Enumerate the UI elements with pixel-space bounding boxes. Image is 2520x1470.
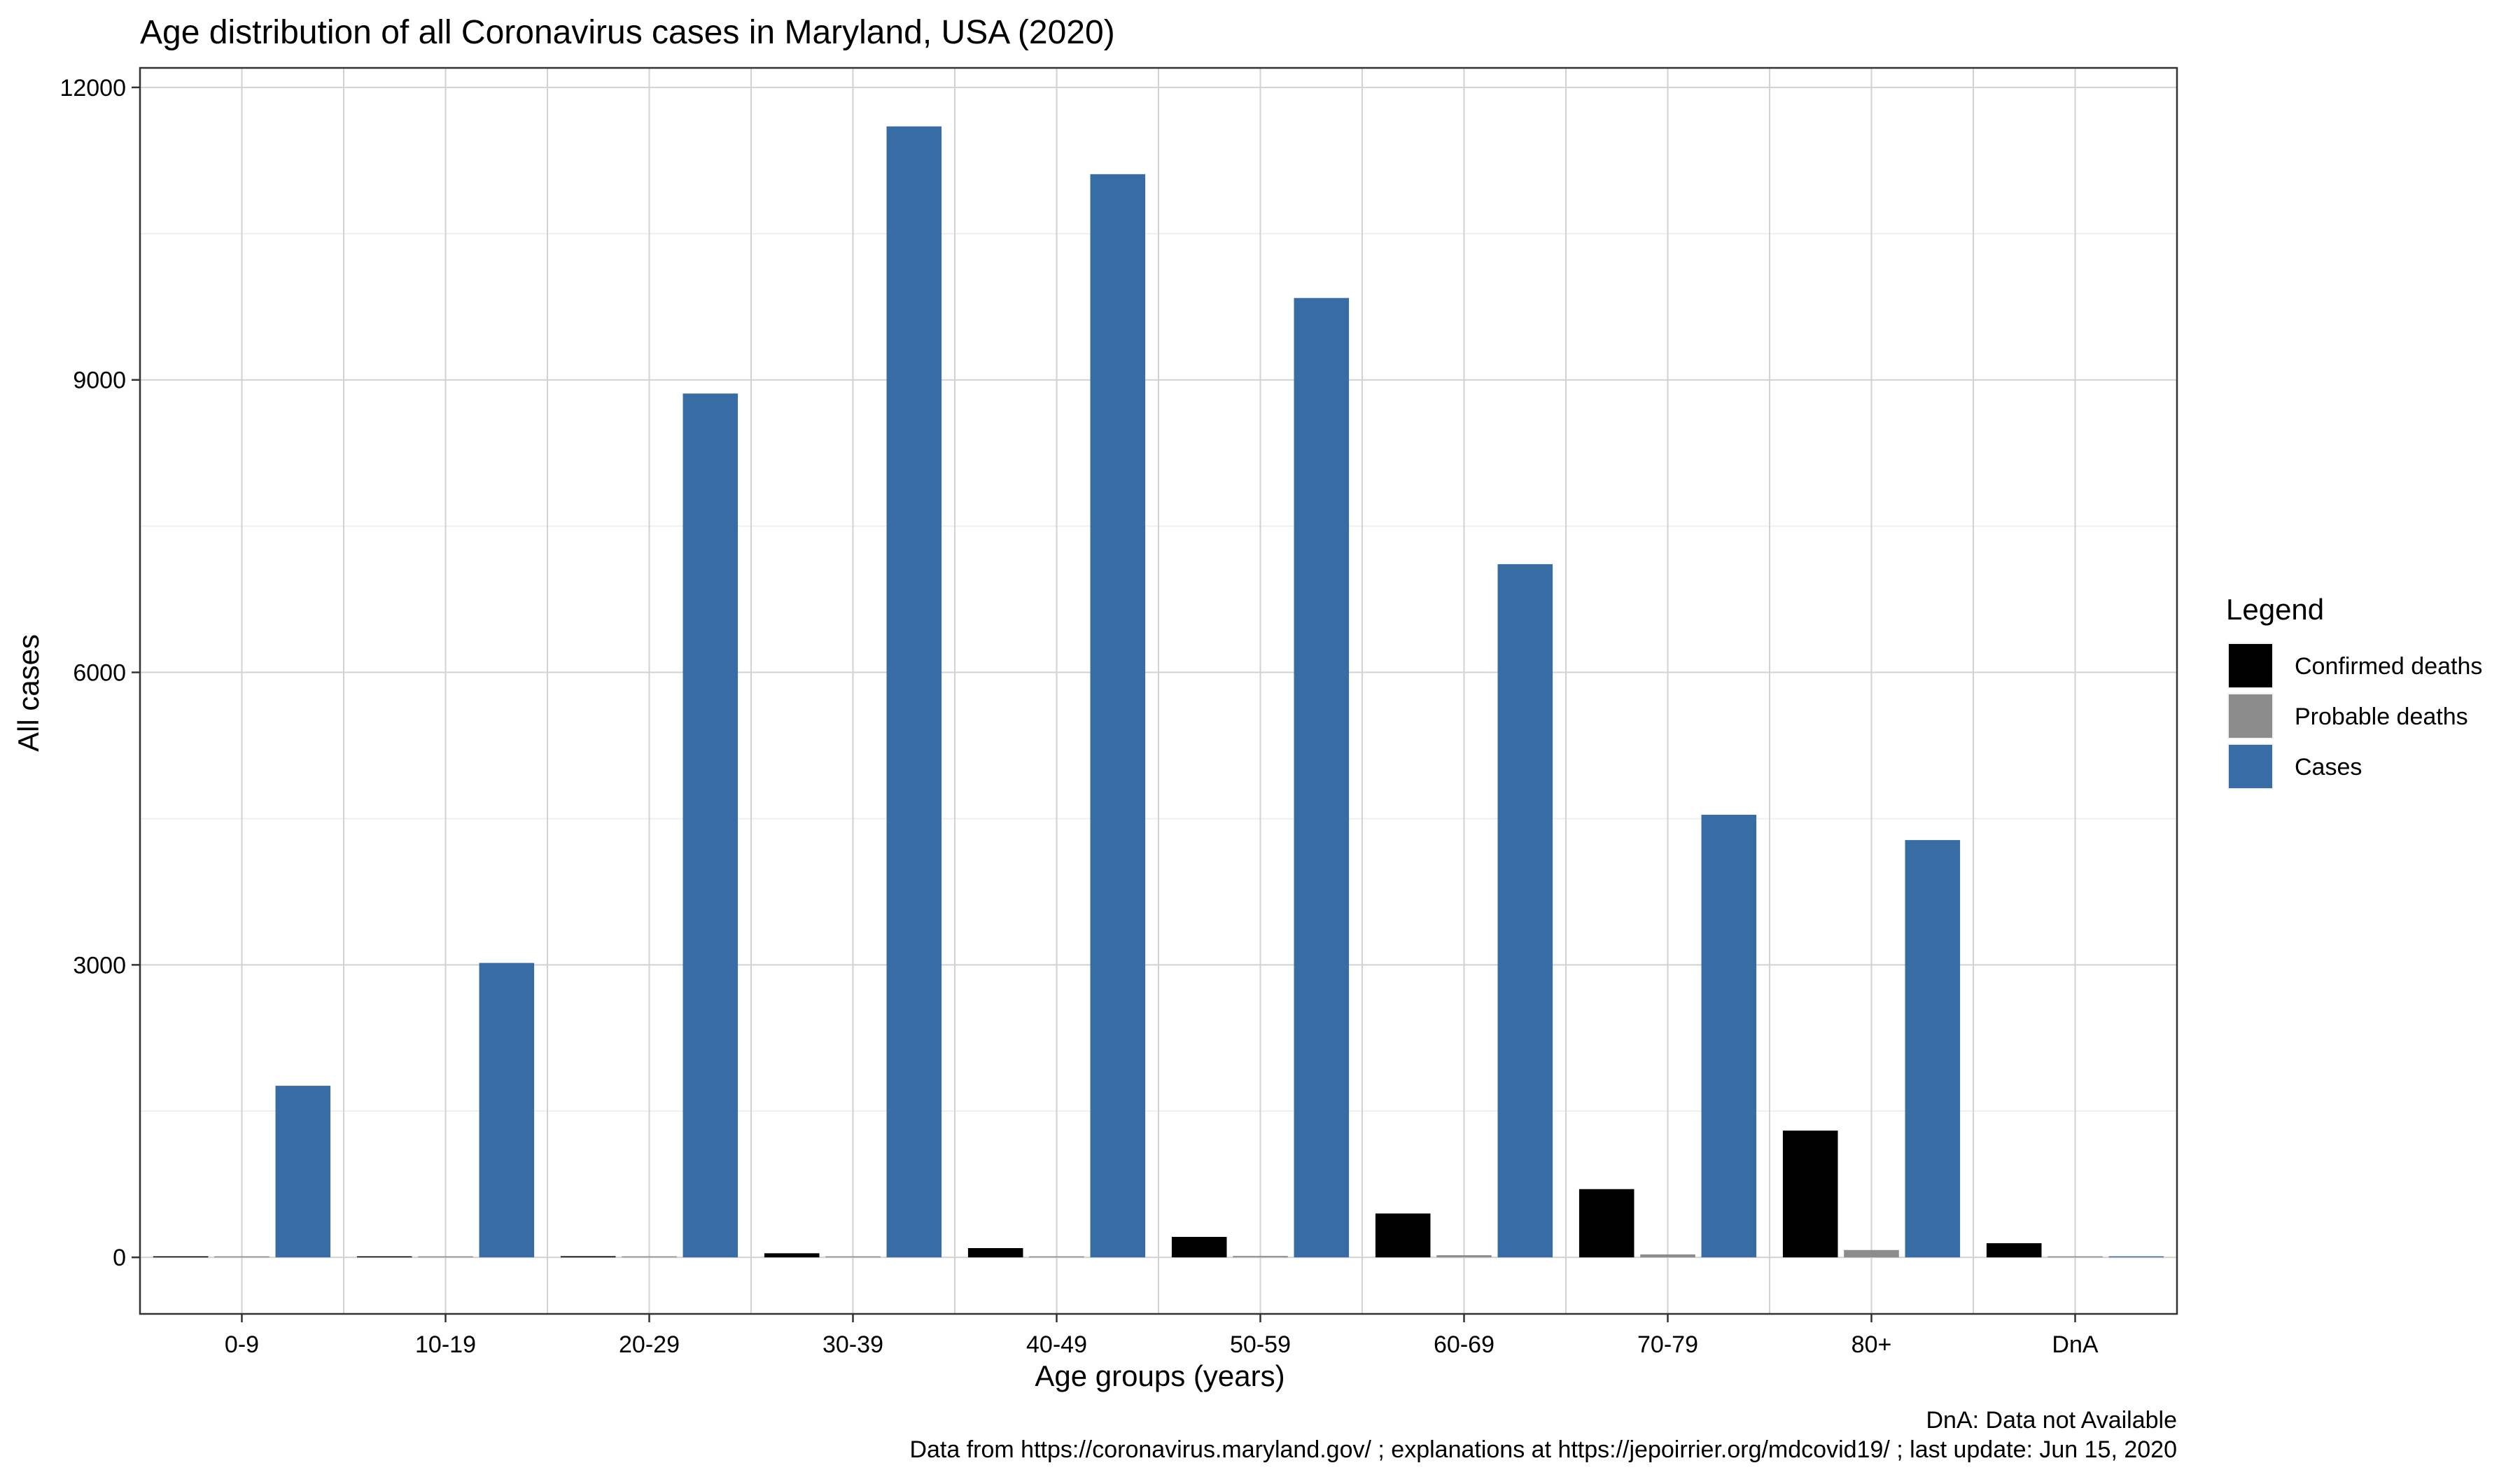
plot-border xyxy=(139,66,2178,1315)
chart-title: Age distribution of all Coronavirus case… xyxy=(140,14,1115,51)
legend: Legend Confirmed deaths Probable deaths Ca… xyxy=(2226,593,2482,790)
bar-cases-1019 xyxy=(479,962,535,1258)
bar-confirmed-deaths-6069 xyxy=(1375,1213,1431,1258)
bar-cases-4049 xyxy=(1090,174,1146,1258)
bar-cases-2029 xyxy=(682,393,738,1258)
y-tick-label: 3000 xyxy=(73,952,126,979)
bar-confirmed-deaths-dna xyxy=(1986,1243,2042,1258)
bar-cases-5059 xyxy=(1294,298,1350,1258)
caption: Data from https://coronavirus.maryland.g… xyxy=(909,1436,2177,1463)
y-axis: 0 3000 6000 9000 12000 xyxy=(59,75,140,1271)
bar-confirmed-deaths-4049 xyxy=(967,1247,1023,1258)
bar-probable-deaths-3039 xyxy=(825,1256,881,1258)
bar-confirmed-deaths-1019 xyxy=(356,1256,412,1258)
bar-probable-deaths-2029 xyxy=(622,1256,677,1258)
y-axis-label: All cases xyxy=(12,634,45,752)
bar-cases-3039 xyxy=(886,126,942,1258)
x-tick-label: 40-49 xyxy=(1026,1331,1087,1358)
legend-swatch xyxy=(2229,644,2272,687)
bar-probable-deaths-80 xyxy=(1844,1250,1899,1258)
y-tick-label: 0 xyxy=(113,1245,126,1271)
y-tick-label: 12000 xyxy=(59,75,126,102)
bar-probable-deaths-1019 xyxy=(418,1256,473,1258)
x-tick-label: 50-59 xyxy=(1230,1331,1291,1358)
x-tick-label: 70-79 xyxy=(1637,1331,1698,1358)
y-tick-label: 6000 xyxy=(73,660,126,687)
bar-probable-deaths-6069 xyxy=(1436,1255,1492,1258)
bar-cases-7079 xyxy=(1701,814,1757,1258)
legend-swatch xyxy=(2229,745,2272,788)
x-tick-label: DnA xyxy=(2052,1331,2098,1358)
legend-label: Confirmed deaths xyxy=(2295,653,2482,680)
bar-confirmed-deaths-2029 xyxy=(560,1256,616,1258)
bar-probable-deaths-5059 xyxy=(1233,1256,1288,1258)
bar-confirmed-deaths-09 xyxy=(153,1256,209,1258)
x-tick-label: 10-19 xyxy=(415,1331,476,1358)
x-tick-label: 80+ xyxy=(1851,1331,1892,1358)
gridlines xyxy=(140,68,2177,1314)
x-axis-label: Age groups (years) xyxy=(1035,1359,1284,1392)
legend-title: Legend xyxy=(2226,593,2324,626)
legend-label: Cases xyxy=(2295,754,2362,780)
x-tick-label: 30-39 xyxy=(822,1331,883,1358)
bar-cases-09 xyxy=(275,1086,331,1258)
bar-cases-6069 xyxy=(1497,564,1553,1258)
bar-cases-dna xyxy=(2108,1256,2164,1258)
x-tick-label: 0-9 xyxy=(225,1331,259,1358)
x-tick-label: 20-29 xyxy=(619,1331,680,1358)
legend-label: Probable deaths xyxy=(2295,704,2468,730)
bar-probable-deaths-dna xyxy=(2047,1256,2103,1258)
bar-confirmed-deaths-3039 xyxy=(764,1253,820,1258)
legend-items: Confirmed deaths Probable deaths Cases xyxy=(2227,643,2482,790)
bar-cases-80 xyxy=(1905,840,1961,1258)
legend-swatch xyxy=(2229,694,2272,738)
bar-confirmed-deaths-80 xyxy=(1782,1130,1838,1258)
bar-confirmed-deaths-5059 xyxy=(1171,1236,1227,1258)
x-tick-label: 60-69 xyxy=(1434,1331,1494,1358)
bar-probable-deaths-7079 xyxy=(1640,1254,1695,1258)
caption: DnA: Data not Available xyxy=(1926,1407,2178,1434)
bar-probable-deaths-09 xyxy=(214,1256,270,1258)
bar-confirmed-deaths-7079 xyxy=(1578,1189,1634,1258)
x-axis: 0-9 10-19 20-29 30-39 40-49 50-59 60-69 70-79 80… xyxy=(225,1314,2099,1358)
bars xyxy=(153,126,2164,1258)
y-tick-label: 9000 xyxy=(73,368,126,394)
bar-probable-deaths-4049 xyxy=(1029,1256,1084,1258)
